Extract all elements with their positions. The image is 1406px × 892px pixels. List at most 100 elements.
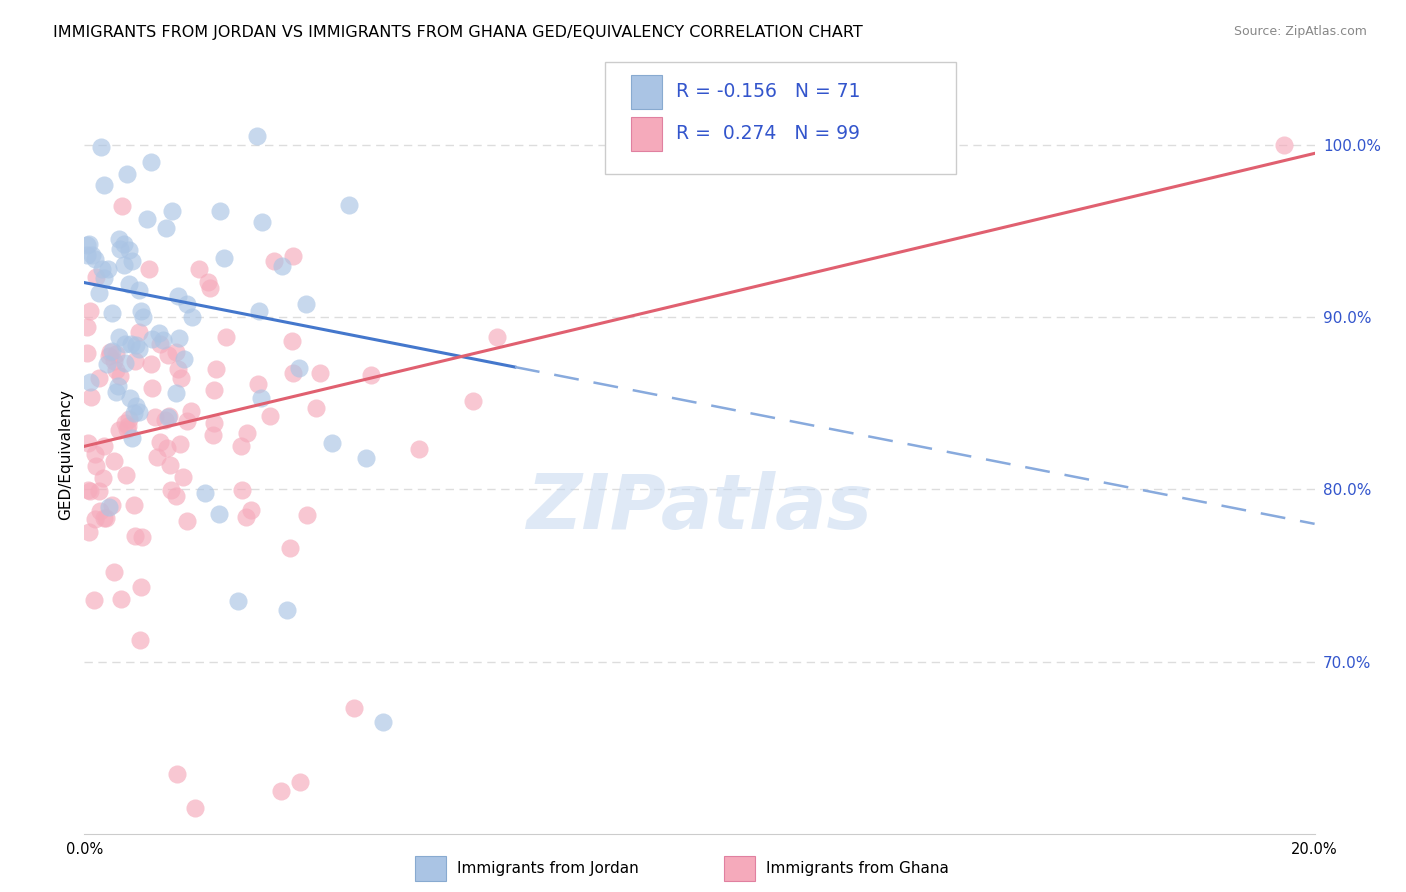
Point [132, 310, 155, 324]
Point [100, 306, 122, 320]
Point [104, 362, 127, 376]
Point [89, 504, 111, 518]
Text: R =  0.274   N = 99: R = 0.274 N = 99 [676, 124, 860, 144]
Point [354, 450, 377, 465]
Point [107, 232, 129, 246]
Point [231, 483, 253, 497]
Point [110, 591, 132, 606]
Point [201, 427, 224, 442]
Point [371, 714, 394, 729]
Point [271, 259, 294, 273]
Point [128, 283, 150, 297]
Y-axis label: GED/Equivalency: GED/Equivalency [58, 390, 73, 520]
Point [143, 410, 166, 425]
Point [297, 508, 319, 522]
Point [193, 486, 215, 500]
Point [287, 360, 309, 375]
Point [118, 277, 141, 291]
Point [121, 432, 143, 446]
Point [153, 412, 176, 426]
Point [76, 320, 98, 334]
Point [212, 252, 235, 266]
Point [176, 414, 198, 428]
Point [159, 458, 181, 472]
Point [103, 354, 125, 368]
Point [114, 356, 136, 370]
Point [162, 203, 184, 218]
Point [114, 337, 136, 351]
Point [141, 381, 163, 395]
Point [84, 252, 107, 266]
Point [229, 439, 252, 453]
Point [101, 343, 124, 358]
Point [76, 435, 98, 450]
Point [205, 362, 228, 376]
Point [155, 220, 177, 235]
Point [170, 370, 193, 384]
Point [200, 281, 222, 295]
Point [87, 483, 110, 498]
Point [209, 203, 232, 218]
Point [166, 766, 188, 780]
Point [118, 412, 141, 426]
Point [83, 593, 105, 607]
Point [263, 253, 285, 268]
Point [281, 366, 304, 380]
Point [169, 437, 191, 451]
Point [167, 289, 190, 303]
Point [76, 346, 98, 360]
Point [138, 262, 160, 277]
Point [79, 376, 101, 390]
Point [136, 212, 159, 227]
Point [128, 325, 150, 339]
Point [246, 377, 269, 392]
Point [139, 357, 162, 371]
Point [87, 370, 110, 384]
Point [148, 326, 170, 340]
Point [128, 405, 150, 419]
Point [246, 129, 269, 144]
Point [463, 394, 485, 409]
Point [281, 250, 304, 264]
Point [105, 384, 128, 399]
Point [91, 470, 114, 484]
Point [115, 422, 138, 436]
Point [197, 275, 219, 289]
Point [121, 253, 143, 268]
Point [165, 385, 187, 400]
Point [93, 178, 115, 193]
Text: IMMIGRANTS FROM JORDAN VS IMMIGRANTS FROM GHANA GED/EQUIVALENCY CORRELATION CHAR: IMMIGRANTS FROM JORDAN VS IMMIGRANTS FRO… [53, 25, 863, 40]
Point [111, 199, 134, 213]
Point [118, 243, 141, 257]
Point [76, 238, 98, 252]
Point [309, 366, 332, 380]
Point [173, 352, 195, 367]
Point [107, 379, 129, 393]
Point [107, 330, 129, 344]
Point [118, 391, 141, 405]
Point [129, 581, 152, 595]
Point [114, 416, 136, 430]
Point [124, 529, 146, 543]
Point [94, 510, 117, 524]
Point [77, 483, 100, 498]
Point [343, 700, 366, 714]
Point [107, 424, 129, 438]
Point [156, 441, 179, 455]
Point [117, 418, 139, 433]
Point [149, 337, 172, 351]
Point [172, 469, 194, 483]
Point [96, 357, 118, 371]
Point [321, 436, 343, 450]
Point [270, 784, 292, 798]
Point [180, 404, 202, 418]
Point [79, 304, 101, 318]
Point [202, 383, 225, 397]
Point [259, 409, 281, 423]
Point [288, 775, 311, 789]
Point [98, 345, 121, 359]
Point [87, 285, 110, 300]
Point [250, 391, 273, 405]
Point [83, 512, 105, 526]
Point [83, 447, 105, 461]
